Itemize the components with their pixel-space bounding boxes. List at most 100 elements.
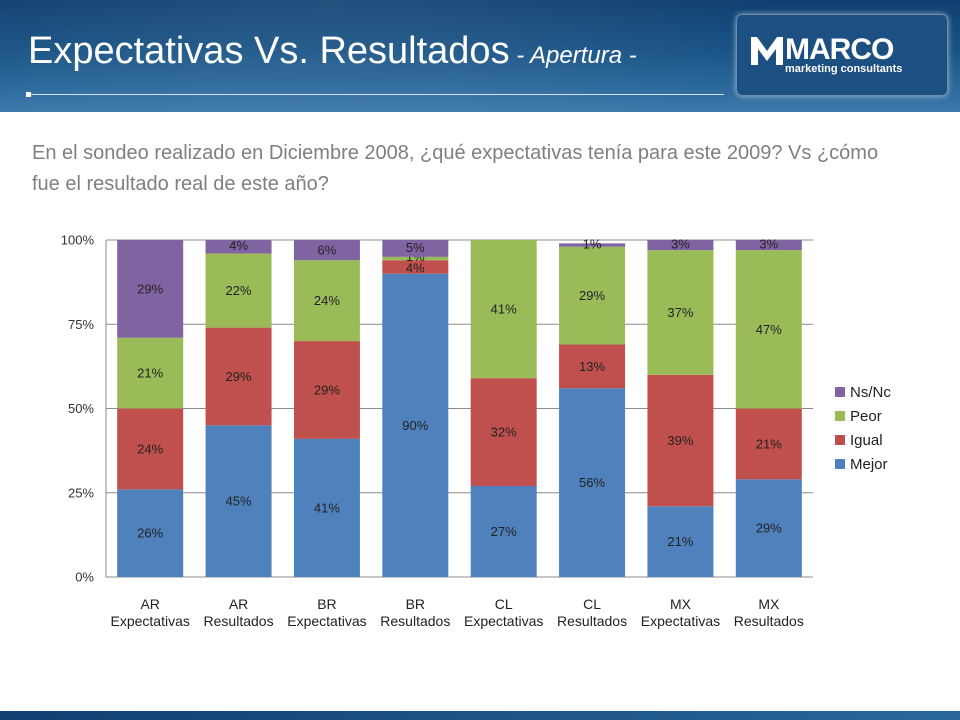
x-tick-label: CL (583, 596, 601, 612)
data-label: 4% (229, 238, 248, 253)
y-tick-label: 100% (61, 233, 95, 248)
data-label: 90% (402, 418, 428, 433)
x-tick-label: Resultados (734, 613, 804, 629)
x-tick-label: MX (670, 596, 692, 612)
x-tick-label: MX (758, 596, 780, 612)
x-tick-label: BR (317, 596, 336, 612)
title-subtitle: - Apertura - (509, 42, 637, 69)
bar-peor-5 (559, 246, 626, 345)
data-label: 29% (579, 288, 605, 303)
legend-swatch-nsnc (835, 387, 845, 397)
bar-nsnc-5 (559, 243, 626, 247)
bar-igual-7 (735, 408, 802, 480)
bar-nsnc-3 (382, 240, 449, 257)
bar-mejor-4 (470, 486, 537, 577)
stacked-bar-chart: 0% 25% 50% 75% 100% 26% 24% 21% 29% 45% 29% 22% 4% 4… (61, 233, 892, 630)
chart-bars: 26% 24% 21% 29% 45% 29% 22% 4% 41% 29% 24% 6% 90% 4% 1… (117, 237, 802, 577)
y-tick-label: 25% (68, 485, 94, 500)
bar-peor-7 (735, 250, 802, 409)
bar-nsnc-0 (117, 240, 184, 338)
data-label: 27% (491, 524, 517, 539)
footer-bar (0, 711, 960, 720)
data-label: 6% (318, 243, 337, 258)
legend-label: Ns/Nc (850, 384, 891, 401)
y-tick-label: 50% (68, 401, 94, 416)
bar-peor-0 (117, 337, 184, 409)
legend-label: Peor (850, 408, 882, 425)
bar-nsnc-6 (647, 240, 714, 251)
bar-mejor-6 (647, 506, 714, 577)
x-tick-label: Expectativas (287, 613, 366, 629)
data-label: 41% (491, 302, 517, 317)
bar-nsnc-1 (205, 240, 272, 254)
bar-igual-5 (559, 344, 626, 389)
x-tick-label: Resultados (557, 613, 627, 629)
x-tick-label: Resultados (380, 613, 450, 629)
x-tick-label: Expectativas (464, 613, 543, 629)
data-label: 21% (667, 534, 693, 549)
y-tick-label: 0% (75, 570, 94, 585)
bar-mejor-3 (382, 273, 449, 577)
data-label: 29% (314, 382, 340, 397)
y-axis: 0% 25% 50% 75% 100% (61, 233, 107, 585)
data-label: 22% (226, 283, 252, 298)
data-label: 21% (756, 436, 782, 451)
data-label: 29% (756, 521, 782, 536)
bar-mejor-2 (293, 438, 360, 577)
chart-legend: Ns/Nc Peor Igual Mejor (835, 384, 891, 473)
x-tick-label: Resultados (204, 613, 274, 629)
data-label: 45% (226, 494, 252, 509)
data-label: 32% (491, 425, 517, 440)
logo-tagline: marketing consultants (785, 63, 903, 75)
bar-igual-2 (293, 341, 360, 439)
bar-mejor-0 (117, 489, 184, 577)
bar-peor-4 (470, 240, 537, 379)
data-label: 4% (406, 260, 425, 275)
data-label: 24% (137, 441, 163, 456)
bar-mejor-1 (205, 425, 272, 577)
data-label: 29% (226, 369, 252, 384)
bar-igual-4 (470, 378, 537, 487)
x-tick-label: AR (229, 596, 248, 612)
x-tick-label: Expectativas (111, 613, 190, 629)
page-title: Expectativas Vs. Resultados - Apertura - (28, 30, 637, 73)
legend-swatch-peor (835, 411, 845, 421)
bar-igual-0 (117, 408, 184, 490)
bar-peor-2 (293, 260, 360, 342)
company-logo: MARCO marketing consultants (736, 14, 948, 96)
bar-peor-3 (382, 256, 449, 261)
title-underline-dot (26, 92, 31, 97)
legend-label: Igual (850, 432, 883, 449)
bar-igual-6 (647, 374, 714, 507)
data-label: 1% (583, 237, 602, 252)
legend-label: Mejor (850, 456, 888, 473)
x-axis: ARExpectativasARResultadosBRExpectativas… (111, 596, 804, 629)
data-label: 26% (137, 526, 163, 541)
bar-peor-1 (205, 253, 272, 328)
y-tick-label: 75% (68, 317, 94, 332)
bar-nsnc-7 (735, 240, 802, 251)
data-label: 24% (314, 293, 340, 308)
logo-brand: MARCO (785, 33, 894, 66)
data-label: 37% (667, 305, 693, 320)
title-main: Expectativas Vs. Resultados (28, 30, 510, 72)
data-label: 13% (579, 359, 605, 374)
data-label: 56% (579, 475, 605, 490)
logo-m-icon (751, 37, 783, 65)
x-tick-label: BR (406, 596, 425, 612)
data-label: 21% (137, 366, 163, 381)
bar-mejor-7 (735, 479, 802, 577)
bar-igual-3 (382, 260, 449, 274)
data-label: 29% (137, 281, 163, 296)
x-tick-label: CL (495, 596, 513, 612)
x-tick-label: Expectativas (641, 613, 720, 629)
legend-swatch-igual (835, 435, 845, 445)
title-underline (26, 94, 724, 95)
header-banner: Expectativas Vs. Resultados - Apertura -… (0, 0, 960, 112)
bar-mejor-5 (559, 388, 626, 577)
bar-peor-6 (647, 250, 714, 375)
bar-igual-1 (205, 327, 272, 426)
data-label: 5% (406, 240, 425, 255)
data-label: 47% (756, 322, 782, 337)
data-label: 41% (314, 500, 340, 515)
